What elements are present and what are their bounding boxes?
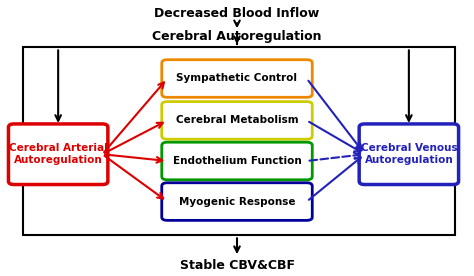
Text: Cerebral Autoregulation: Cerebral Autoregulation	[152, 30, 322, 43]
Text: Stable CBV&CBF: Stable CBV&CBF	[180, 259, 294, 272]
FancyBboxPatch shape	[162, 142, 312, 180]
Text: Endothelium Function: Endothelium Function	[173, 156, 301, 166]
Text: Myogenic Response: Myogenic Response	[179, 197, 295, 206]
FancyBboxPatch shape	[9, 124, 108, 185]
FancyBboxPatch shape	[162, 60, 312, 97]
Text: Cerebral Arterial
Autoregulation: Cerebral Arterial Autoregulation	[9, 144, 108, 165]
Text: Cerebral Venous
Autoregulation: Cerebral Venous Autoregulation	[361, 144, 457, 165]
FancyBboxPatch shape	[359, 124, 458, 185]
Bar	[23, 47, 456, 235]
Text: Decreased Blood Inflow: Decreased Blood Inflow	[155, 7, 319, 20]
Text: Cerebral Metabolism: Cerebral Metabolism	[176, 115, 298, 125]
FancyBboxPatch shape	[162, 183, 312, 220]
Text: Sympathetic Control: Sympathetic Control	[176, 73, 298, 84]
FancyBboxPatch shape	[162, 102, 312, 139]
